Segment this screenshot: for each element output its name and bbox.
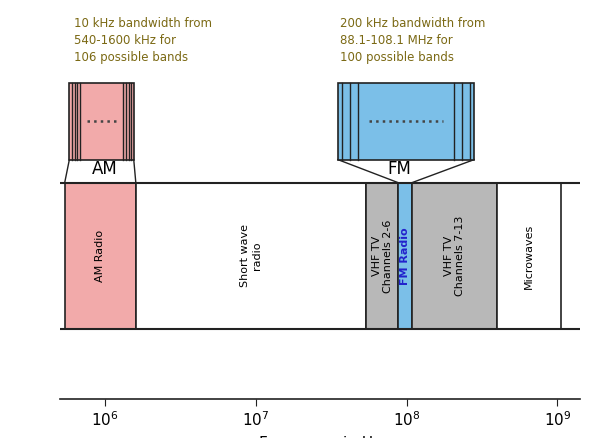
Bar <box>498 183 561 329</box>
Text: VHF TV
Channels 2-6: VHF TV Channels 2-6 <box>371 219 393 293</box>
Bar <box>69 82 134 159</box>
Text: FM: FM <box>388 160 411 178</box>
Text: AM Radio: AM Radio <box>95 230 105 282</box>
Bar <box>398 183 412 329</box>
Text: Microwaves: Microwaves <box>524 223 534 289</box>
Bar <box>412 183 498 329</box>
X-axis label: Frequency in Hz: Frequency in Hz <box>259 436 381 438</box>
Bar <box>65 183 136 329</box>
Text: 10 kHz bandwidth from
540-1600 kHz for
106 possible bands: 10 kHz bandwidth from 540-1600 kHz for 1… <box>74 17 212 64</box>
Bar <box>338 82 474 159</box>
Text: FM Radio: FM Radio <box>400 227 410 285</box>
Text: AM: AM <box>92 160 118 178</box>
Bar <box>367 183 398 329</box>
Text: 200 kHz bandwidth from
88.1-108.1 MHz for
100 possible bands: 200 kHz bandwidth from 88.1-108.1 MHz fo… <box>340 17 485 64</box>
Bar <box>136 183 367 329</box>
Text: VHF TV
Channels 7-13: VHF TV Channels 7-13 <box>444 216 465 296</box>
Text: Short wave
radio: Short wave radio <box>240 224 262 287</box>
